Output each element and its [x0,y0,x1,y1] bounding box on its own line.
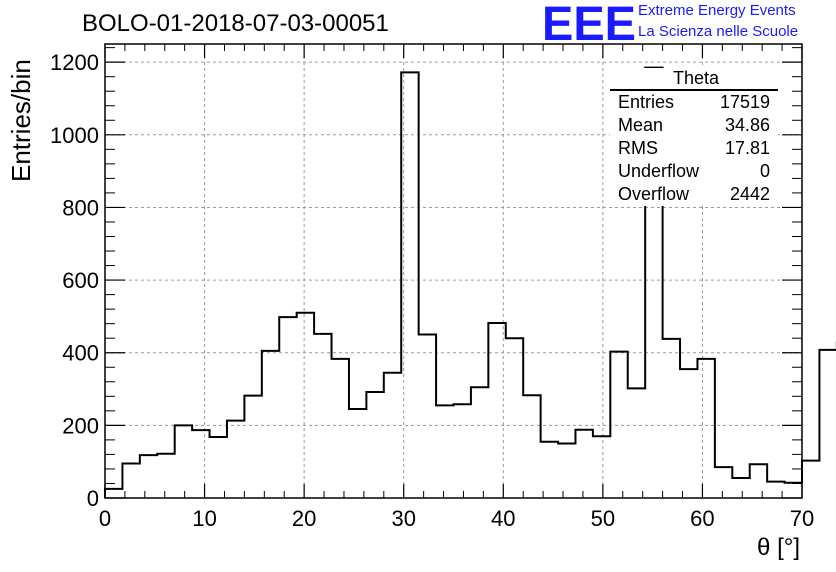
histogram-bin [802,461,819,498]
stats-label: RMS [618,138,658,158]
histogram-bin [506,338,523,498]
svg-text:EEE: EEE [542,0,636,44]
stats-label: Overflow [618,184,690,204]
stats-row-overflow: Overflow 2442 [610,183,778,206]
histogram-bin [349,409,366,498]
histogram-bin [366,392,383,498]
eee-logo: EEE [542,0,636,44]
histogram-bin [593,436,610,498]
y-tick-label: 0 [87,486,99,511]
y-tick-label: 1200 [50,50,99,75]
y-tick-label: 400 [62,341,99,366]
logo-line-1: Extreme Energy Events [638,2,796,19]
x-tick-label: 10 [192,506,216,531]
histogram-bin [227,421,244,498]
axis-ticks [104,44,803,499]
grid-lines [105,44,802,498]
x-tick-label: 60 [690,506,714,531]
stats-value: 17.81 [724,138,770,158]
histogram-bin [785,483,802,498]
histogram-bin [384,373,401,498]
histogram-bin [575,430,592,498]
histogram-bin [105,489,122,498]
histogram-bin [541,442,558,498]
stats-label: Underflow [618,161,700,181]
histogram-bin [332,359,349,498]
histogram-outline [104,66,836,498]
stats-row-underflow: Underflow 0 [610,160,778,183]
y-tick-label: 600 [62,268,99,293]
x-tick-label: 30 [391,506,415,531]
stats-value: 0 [759,161,770,181]
chart-title: BOLO-01-2018-07-03-00051 [82,10,389,37]
stats-row-rms: RMS 17.81 [610,137,778,160]
histogram-bin [314,334,331,498]
stats-label: Entries [618,92,675,112]
stats-title: Theta [610,68,778,91]
histogram-bin [663,339,680,498]
histogram-bin [697,359,714,498]
histogram-bin [192,430,209,498]
stats-label: Mean [618,115,664,135]
y-axis-label: Entries/bin [6,59,36,182]
histogram-bin [175,425,192,498]
histogram-bin [628,388,645,498]
histogram-bin [210,437,227,498]
logo-line-2: La Scienza nelle Scuole [638,23,799,40]
histogram-bin [750,464,767,498]
stats-value: 17519 [719,92,770,112]
x-tick-label: 0 [99,506,111,531]
histogram-bin [297,313,314,498]
stats-row-entries: Entries 17519 [610,91,778,114]
histogram-bin [819,350,836,498]
stats-value: 2442 [729,184,770,204]
plot-frame [104,43,803,499]
histogram-bin [279,317,296,498]
histogram-bin [454,404,471,498]
histogram-bin [558,444,575,498]
histogram-bin [680,369,697,498]
x-tick-label: 50 [591,506,615,531]
x-tick-label: 70 [790,506,814,531]
histogram-bin [140,455,157,498]
histogram-bin [436,405,453,498]
y-tick-label: 800 [62,195,99,220]
histogram-bin [262,351,279,498]
tick-labels: 0 10 20 30 40 50 60 70 0 200 400 600 800 1000 1200 [50,50,814,531]
stats-value: 34.86 [724,115,770,135]
y-tick-label: 200 [62,413,99,438]
x-tick-label: 40 [491,506,515,531]
histogram-bin [610,352,627,498]
histogram-bin [732,478,749,498]
histogram-bin [523,395,540,498]
y-tick-label: 1000 [50,123,99,148]
histogram-bin [471,387,488,498]
x-tick-label: 20 [292,506,316,531]
x-axis-label: θ [°] [757,534,800,561]
stats-row-mean: Mean 34.86 [610,114,778,137]
histogram-bin [157,454,174,498]
stats-box: Theta Entries 17519 Mean 34.86 RMS 17.81… [610,68,778,206]
histogram-bin [244,396,261,498]
histogram-bin [419,335,436,498]
histogram-bin [715,467,732,498]
